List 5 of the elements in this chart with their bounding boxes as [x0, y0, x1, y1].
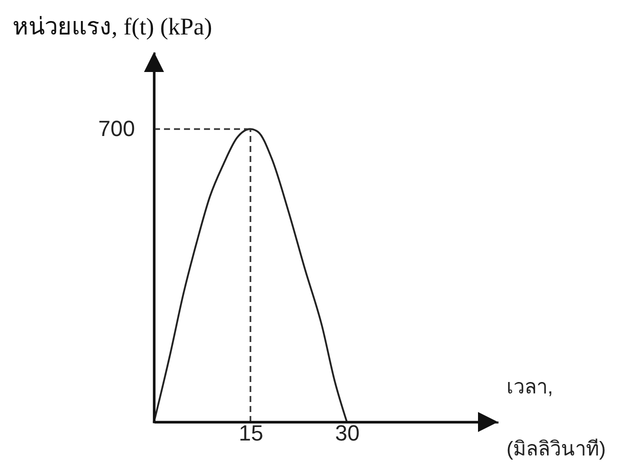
y-axis-title: หน่วยแรง, f(t) (kPa) [12, 14, 212, 40]
x-tick-label: 15 [238, 420, 264, 446]
x-tick-label: 30 [335, 420, 360, 446]
text: เวลา, (มิลลิวินาที) [506, 376, 606, 460]
annotation: 700 [98, 116, 135, 142]
